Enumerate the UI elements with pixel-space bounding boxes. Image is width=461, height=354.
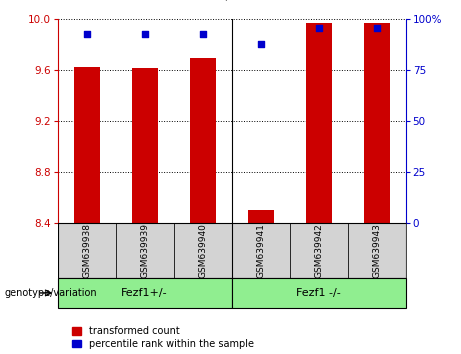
Bar <box>290 223 348 278</box>
Text: GSM639938: GSM639938 <box>82 223 91 278</box>
Point <box>141 31 148 36</box>
Bar <box>58 223 116 278</box>
Bar <box>74 67 100 223</box>
Bar <box>364 23 390 223</box>
Bar <box>131 68 158 223</box>
Text: GDS4446 / 10585905: GDS4446 / 10585905 <box>156 0 305 2</box>
Bar <box>231 223 290 278</box>
Point <box>257 41 264 47</box>
Legend: transformed count, percentile rank within the sample: transformed count, percentile rank withi… <box>72 326 254 349</box>
Point <box>315 25 322 30</box>
Text: GSM639943: GSM639943 <box>372 223 381 278</box>
Bar <box>174 223 231 278</box>
Text: Fezf1 -/-: Fezf1 -/- <box>296 288 341 298</box>
Bar <box>348 223 406 278</box>
Point <box>83 31 90 36</box>
Bar <box>58 278 231 308</box>
Point <box>199 31 207 36</box>
Text: Fezf1+/-: Fezf1+/- <box>121 288 168 298</box>
Bar <box>306 23 332 223</box>
Bar <box>116 223 174 278</box>
Text: GSM639941: GSM639941 <box>256 223 265 278</box>
Bar <box>248 210 274 223</box>
Text: GSM639942: GSM639942 <box>314 223 323 278</box>
Point <box>373 25 380 30</box>
Bar <box>189 58 216 223</box>
Text: GSM639939: GSM639939 <box>140 223 149 278</box>
Bar <box>231 278 406 308</box>
Text: genotype/variation: genotype/variation <box>5 288 97 298</box>
Text: GSM639940: GSM639940 <box>198 223 207 278</box>
